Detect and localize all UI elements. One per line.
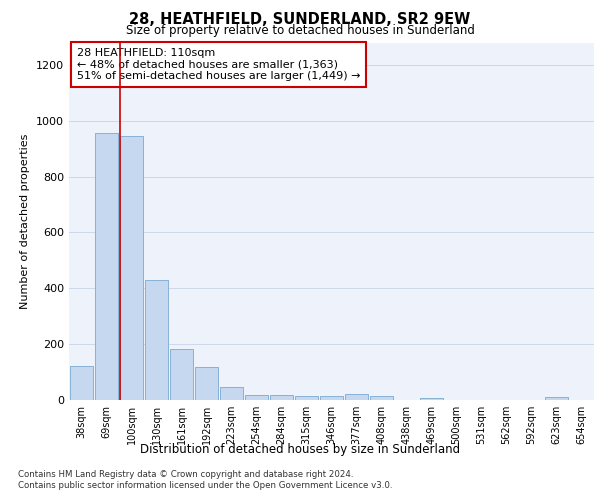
- Bar: [220, 387, 243, 400]
- Bar: [145, 280, 168, 400]
- Text: 28, HEATHFIELD, SUNDERLAND, SR2 9EW: 28, HEATHFIELD, SUNDERLAND, SR2 9EW: [130, 12, 470, 28]
- Bar: [295, 396, 318, 400]
- Bar: [420, 398, 443, 400]
- Bar: [195, 368, 218, 400]
- Bar: [370, 396, 393, 400]
- Text: Size of property relative to detached houses in Sunderland: Size of property relative to detached ho…: [125, 24, 475, 37]
- Bar: [345, 394, 368, 400]
- Text: Contains HM Land Registry data © Crown copyright and database right 2024.: Contains HM Land Registry data © Crown c…: [18, 470, 353, 479]
- Text: Contains public sector information licensed under the Open Government Licence v3: Contains public sector information licen…: [18, 481, 392, 490]
- Bar: [545, 397, 568, 400]
- Bar: [120, 136, 143, 400]
- Bar: [95, 134, 118, 400]
- Bar: [270, 395, 293, 400]
- Bar: [170, 349, 193, 400]
- Y-axis label: Number of detached properties: Number of detached properties: [20, 134, 31, 309]
- Text: 28 HEATHFIELD: 110sqm
← 48% of detached houses are smaller (1,363)
51% of semi-d: 28 HEATHFIELD: 110sqm ← 48% of detached …: [77, 48, 361, 81]
- Bar: [70, 366, 93, 400]
- Bar: [320, 396, 343, 400]
- Bar: [245, 395, 268, 400]
- Text: Distribution of detached houses by size in Sunderland: Distribution of detached houses by size …: [140, 442, 460, 456]
